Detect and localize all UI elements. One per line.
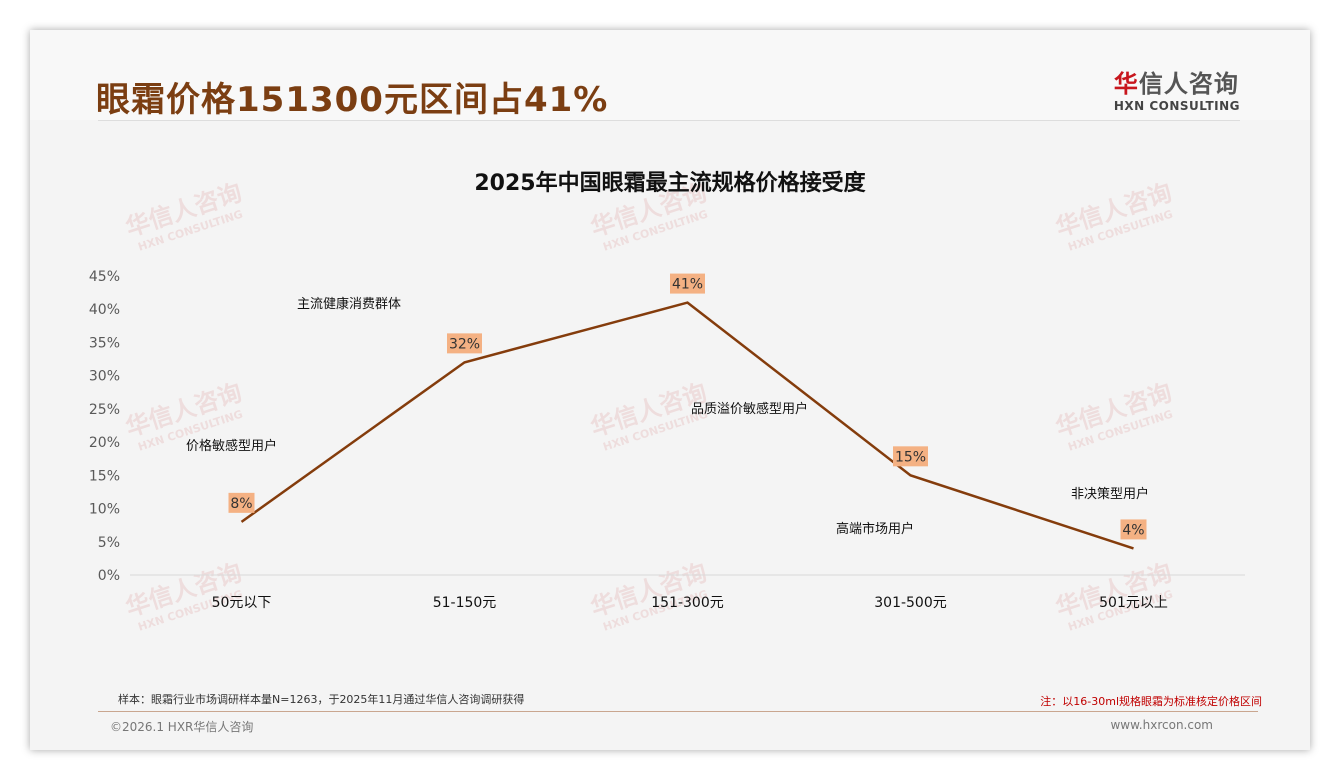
data-label-bg <box>447 333 482 354</box>
data-label: 4% <box>1122 522 1144 538</box>
x-tick-label: 51-150元 <box>433 595 497 611</box>
x-tick-label: 301-500元 <box>874 595 947 611</box>
y-tick-label: 30% <box>89 369 120 385</box>
data-label: 32% <box>449 336 480 352</box>
copyright: ©2026.1 HXR华信人咨询 <box>110 720 254 734</box>
y-tick-label: 35% <box>89 335 120 351</box>
data-label: 41% <box>672 277 703 293</box>
x-tick-label: 50元以下 <box>212 595 272 611</box>
data-label: 15% <box>895 449 926 465</box>
series-line <box>240 301 1134 550</box>
data-label-bg <box>1120 519 1147 540</box>
logo: 华信人咨询 HXN CONSULTING <box>1114 64 1240 113</box>
annotation: 品质溢价敏感型用户 <box>691 402 809 417</box>
y-tick-label: 40% <box>89 302 120 318</box>
annotation: 非决策型用户 <box>1071 487 1150 502</box>
y-tick-label: 15% <box>89 468 120 484</box>
data-label: 8% <box>230 496 252 512</box>
line-chart: 0% 5% 10% 15% 20% 25% 30% 35% 40% 45% 50元以下 51-150元… <box>89 269 1245 611</box>
x-tick-label: 151-300元 <box>651 595 724 611</box>
annotation: 价格敏感型用户 <box>186 439 278 454</box>
y-tick-label: 0% <box>98 568 120 584</box>
annotation: 高端市场用户 <box>836 522 915 537</box>
logo-text: 信人咨询 <box>1138 70 1239 98</box>
y-tick-label: 10% <box>89 502 120 518</box>
data-label-bg <box>670 273 705 294</box>
header <box>30 30 1310 120</box>
x-tick-label: 501元以上 <box>1099 595 1168 611</box>
chart-title: 2025年中国眼霜最主流规格价格接受度 <box>474 171 866 196</box>
price-note: 注：以16-30ml规格眼霜为标准核定价格区间 <box>1040 695 1262 708</box>
y-tick-label: 45% <box>89 269 120 285</box>
y-tick-label: 25% <box>89 402 120 418</box>
y-tick-label: 5% <box>98 535 120 551</box>
divider <box>98 120 1240 121</box>
logo-en: HXN CONSULTING <box>1113 99 1240 113</box>
page-title: 眼霜价格151300元区间占41% <box>96 80 609 120</box>
y-tick-label: 20% <box>89 435 120 451</box>
website-link[interactable]: www.hxrcon.com <box>1110 718 1213 732</box>
footer-divider <box>98 711 1258 712</box>
logo-mark: 华 <box>1113 70 1139 98</box>
sample-note: 样本：眼霜行业市场调研样本量N=1263，于2025年11月通过华信人咨询调研获… <box>118 693 525 706</box>
slide: 眼霜价格151300元区间占41% 华信人咨询 HXN CONSULTING 华… <box>30 30 1310 750</box>
annotation: 主流健康消费群体 <box>297 297 402 312</box>
data-label-bg <box>228 492 255 513</box>
data-label-bg <box>893 446 928 467</box>
